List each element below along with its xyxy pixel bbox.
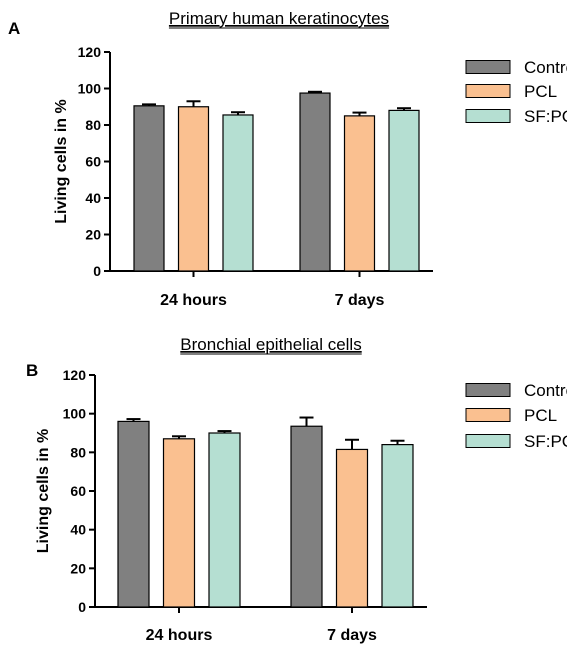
y-axis-label: Living cells in % — [53, 99, 70, 223]
x-category-label: 7 days — [335, 292, 385, 309]
bar-control-1 — [290, 425, 323, 608]
bar-control-0 — [133, 105, 165, 272]
bar-pcl-1 — [343, 115, 376, 272]
y-tick-label: 60 — [70, 483, 86, 499]
y-tick-label: 40 — [85, 190, 101, 206]
chart-panel-a: A Primary human keratinocytes 0 20 40 60 80 100… — [8, 9, 567, 309]
y-tick-label: 0 — [78, 599, 86, 615]
x-category-label: 24 hours — [146, 627, 213, 644]
legend-label: PCL — [524, 82, 557, 101]
bar-sf-pcl-1 — [388, 109, 420, 272]
bar-control-0 — [117, 420, 150, 608]
x-category-label: 7 days — [327, 627, 377, 644]
panel-label: A — [8, 19, 20, 38]
y-tick-label: 80 — [85, 117, 101, 133]
y-tick-label: 120 — [63, 367, 87, 383]
y-tick-label: 80 — [70, 444, 86, 460]
bar-sf-pcl-1 — [381, 444, 414, 608]
chart-panel-b: B Bronchial epithelial cells 0 20 40 60 80 100 1… — [26, 335, 567, 644]
legend-swatch — [465, 109, 511, 123]
bar-control-1 — [299, 92, 331, 272]
chart-title: Bronchial epithelial cells — [180, 335, 361, 354]
bar-pcl-0 — [162, 438, 196, 608]
chart-title: Primary human keratinocytes — [169, 9, 389, 28]
legend-swatch — [465, 60, 511, 74]
legend-swatch — [465, 383, 511, 397]
y-tick-label: 100 — [78, 81, 102, 97]
legend-label: SF:PCL — [524, 432, 567, 451]
bar-pcl-0 — [177, 106, 210, 272]
bar-sf-pcl-0 — [222, 114, 254, 272]
y-tick-label: 100 — [63, 406, 87, 422]
legend-label: Control — [524, 381, 567, 400]
legend-label: Control — [524, 58, 567, 77]
bar-pcl-1 — [335, 448, 369, 608]
y-tick-label: 40 — [70, 522, 86, 538]
bar-sf-pcl-0 — [208, 432, 241, 608]
y-tick-label: 0 — [93, 263, 101, 279]
y-tick-label: 120 — [78, 44, 102, 60]
x-category-label: 24 hours — [160, 292, 227, 309]
y-tick-label: 20 — [70, 560, 86, 576]
legend-swatch — [465, 84, 511, 98]
legend-label: SF:PCL — [524, 107, 567, 126]
y-tick-label: 60 — [85, 154, 101, 170]
y-axis-label: Living cells in % — [35, 429, 52, 553]
y-tick-label: 20 — [85, 227, 101, 243]
legend-swatch — [465, 408, 511, 422]
legend-label: PCL — [524, 406, 557, 425]
legend-swatch — [465, 434, 511, 448]
panel-label: B — [26, 361, 38, 380]
